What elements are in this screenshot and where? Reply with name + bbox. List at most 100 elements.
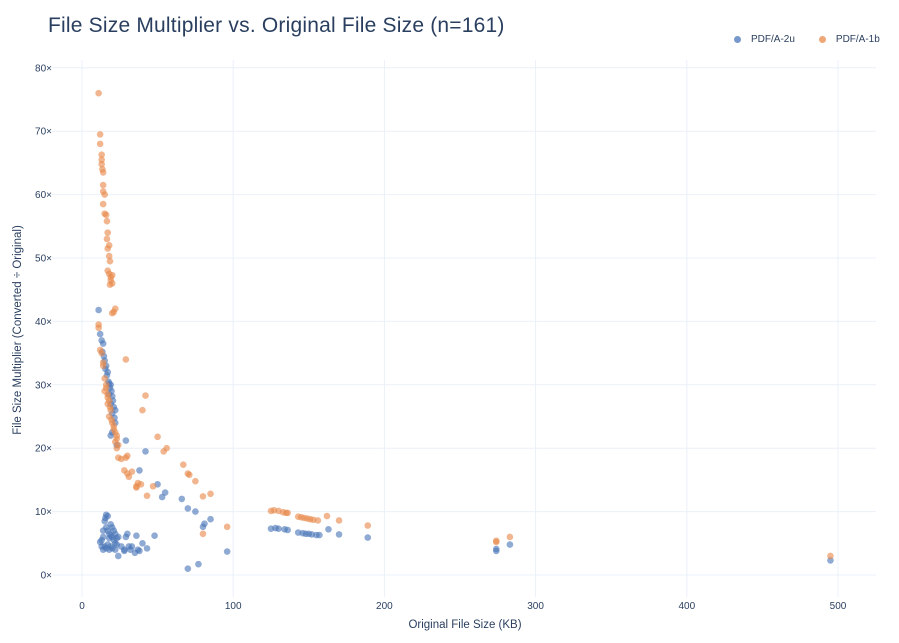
data-point[interactable] (114, 533, 122, 541)
data-point[interactable] (139, 540, 146, 547)
data-point[interactable] (142, 448, 149, 455)
data-point[interactable] (98, 160, 105, 168)
data-point[interactable] (199, 530, 207, 538)
data-point[interactable] (506, 533, 514, 541)
data-point[interactable] (101, 375, 108, 382)
data-point[interactable] (95, 306, 102, 314)
data-point[interactable] (108, 271, 116, 279)
data-point[interactable] (199, 493, 207, 500)
data-point[interactable] (99, 169, 107, 176)
data-point[interactable] (199, 523, 207, 531)
data-point[interactable] (207, 515, 214, 523)
data-point[interactable] (136, 547, 143, 555)
data-point[interactable] (114, 552, 122, 560)
data-point[interactable] (143, 545, 151, 552)
data-point[interactable] (108, 309, 116, 317)
data-point[interactable] (184, 505, 192, 512)
y-tick-label: 50× (35, 254, 52, 265)
x-tick-label: 400 (678, 601, 695, 612)
data-point[interactable] (101, 191, 108, 198)
data-point[interactable] (103, 235, 111, 243)
data-point[interactable] (99, 181, 107, 189)
data-point[interactable] (113, 444, 121, 452)
data-point[interactable] (128, 468, 136, 475)
data-point[interactable] (180, 461, 187, 468)
data-point[interactable] (105, 252, 113, 260)
data-point[interactable] (184, 565, 192, 572)
data-point[interactable] (314, 517, 322, 524)
data-point[interactable] (506, 541, 514, 548)
y-tick-label: 40× (35, 317, 52, 328)
data-point[interactable] (178, 495, 186, 503)
data-point[interactable] (122, 356, 130, 363)
data-point[interactable] (192, 508, 199, 515)
data-point[interactable] (99, 533, 107, 541)
data-point[interactable] (335, 517, 343, 524)
data-point[interactable] (364, 522, 372, 529)
data-point[interactable] (492, 545, 500, 553)
y-tick-label: 80× (35, 63, 52, 74)
data-point[interactable] (827, 552, 834, 560)
data-point[interactable] (111, 546, 119, 553)
data-point[interactable] (99, 362, 107, 370)
data-point[interactable] (106, 257, 114, 265)
y-tick-label: 70× (35, 127, 52, 138)
data-point[interactable] (139, 406, 146, 414)
x-tick-label: 200 (376, 601, 393, 612)
data-point[interactable] (122, 437, 130, 444)
legend-item-pdfa-2u[interactable]: PDF/A-2u (734, 34, 795, 45)
data-point[interactable] (284, 526, 291, 534)
data-point[interactable] (223, 523, 231, 531)
data-point[interactable] (96, 140, 104, 148)
data-point[interactable] (128, 543, 136, 550)
data-point[interactable] (95, 324, 102, 332)
data-point[interactable] (99, 200, 107, 208)
data-point[interactable] (125, 473, 133, 481)
data-point[interactable] (96, 330, 104, 338)
data-point[interactable] (325, 526, 332, 533)
data-point[interactable] (104, 229, 112, 236)
data-point[interactable] (107, 406, 115, 414)
data-point[interactable] (284, 509, 291, 517)
legend-item-pdfa-1b[interactable]: PDF/A-1b (818, 34, 880, 45)
x-tick-label: 500 (830, 601, 847, 612)
data-point[interactable] (99, 340, 107, 347)
data-point[interactable] (151, 532, 158, 539)
data-point[interactable] (149, 482, 157, 490)
data-point[interactable] (492, 537, 500, 545)
data-point[interactable] (96, 131, 104, 138)
data-point[interactable] (143, 492, 151, 500)
data-point[interactable] (103, 217, 111, 225)
data-point[interactable] (104, 245, 112, 252)
y-tick-label: 10× (35, 507, 52, 518)
data-point[interactable] (104, 512, 112, 520)
data-point[interactable] (195, 560, 202, 568)
data-point[interactable] (124, 452, 131, 460)
data-point[interactable] (133, 532, 140, 539)
legend-label-pdfa-2u: PDF/A-2u (751, 34, 795, 45)
data-point[interactable] (323, 512, 331, 520)
data-point[interactable] (161, 489, 169, 496)
data-point[interactable] (163, 444, 170, 452)
data-point[interactable] (154, 433, 161, 441)
data-point[interactable] (95, 89, 102, 97)
data-point[interactable] (364, 534, 372, 541)
data-point[interactable] (275, 525, 282, 533)
data-point[interactable] (108, 280, 116, 287)
data-point[interactable] (192, 477, 199, 485)
y-axis-title: File Size Multiplier (Converted ÷ Origin… (12, 225, 24, 435)
data-point[interactable] (121, 547, 128, 555)
data-point[interactable] (335, 531, 343, 538)
data-point[interactable] (186, 471, 193, 479)
data-point[interactable] (98, 349, 105, 357)
data-point[interactable] (98, 151, 105, 158)
data-point[interactable] (207, 490, 214, 498)
data-point[interactable] (102, 211, 110, 219)
data-point[interactable] (223, 548, 231, 555)
data-point[interactable] (316, 531, 323, 539)
data-point[interactable] (137, 481, 145, 488)
legend-marker-pdfa-1b-icon (818, 36, 826, 43)
data-point[interactable] (124, 530, 131, 538)
data-point[interactable] (142, 392, 149, 399)
data-point[interactable] (136, 467, 143, 474)
